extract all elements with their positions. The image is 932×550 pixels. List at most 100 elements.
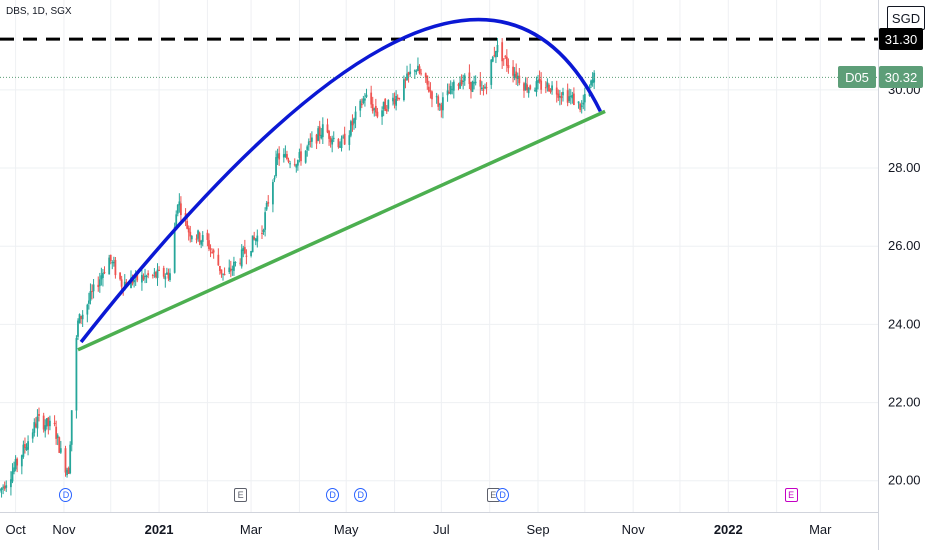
candle xyxy=(38,407,40,422)
x-tick-label: May xyxy=(334,522,359,537)
earnings-marker[interactable]: E xyxy=(784,488,798,502)
candle-body xyxy=(245,255,248,257)
candle-body xyxy=(515,71,518,79)
candle-body xyxy=(317,128,320,141)
candle-body xyxy=(438,104,441,106)
candle-body xyxy=(328,131,330,139)
candle xyxy=(474,75,477,86)
x-tick-label: Sep xyxy=(526,522,549,537)
currency-badge[interactable]: SGD xyxy=(887,6,925,30)
candle-body xyxy=(371,104,374,112)
time-scale[interactable]: Oct Nov 2021 Mar May Jul Sep Nov 2022 Mar xyxy=(5,522,832,537)
candle-body xyxy=(156,269,159,278)
candle-body xyxy=(396,97,399,99)
candle xyxy=(540,72,543,94)
candle-body xyxy=(10,479,12,488)
drawing-overlays xyxy=(0,17,878,352)
candle-body xyxy=(251,235,254,253)
candle xyxy=(53,415,56,427)
candle xyxy=(395,90,398,111)
candle xyxy=(374,98,377,117)
candle-body xyxy=(504,56,507,58)
resistance-price-tag: 31.30 xyxy=(879,28,923,51)
candle xyxy=(296,159,299,171)
dividend-marker[interactable]: D xyxy=(59,488,73,502)
candle xyxy=(385,105,388,114)
candle-body xyxy=(459,82,461,89)
candle xyxy=(549,88,552,94)
candle xyxy=(591,72,594,87)
candle xyxy=(97,276,100,292)
candle xyxy=(555,80,558,103)
candle xyxy=(228,259,231,274)
candle xyxy=(417,57,419,71)
candle xyxy=(11,463,14,484)
candle-body xyxy=(228,267,231,273)
candle xyxy=(427,80,430,93)
candle xyxy=(158,266,160,271)
candle-body xyxy=(142,276,145,280)
candle-body xyxy=(108,257,111,275)
candle xyxy=(518,68,521,86)
ticker-tag: D05 xyxy=(838,66,876,89)
candle xyxy=(544,81,547,94)
candle-body xyxy=(34,423,37,428)
candle xyxy=(459,76,461,89)
candle-body xyxy=(187,227,190,233)
candle xyxy=(55,420,58,445)
candle xyxy=(295,163,298,173)
candle-body xyxy=(14,458,17,470)
candle xyxy=(349,119,352,138)
candle-body xyxy=(239,262,242,264)
candle-body xyxy=(534,90,536,92)
candle-body xyxy=(446,90,449,96)
candle-body xyxy=(272,182,274,205)
candle-body xyxy=(55,426,58,439)
candle-body xyxy=(59,448,62,453)
candle-body xyxy=(20,455,23,467)
candle-body xyxy=(86,304,89,315)
candle xyxy=(33,418,36,437)
dividend-marker[interactable]: D xyxy=(326,488,340,502)
dividend-marker[interactable]: D xyxy=(496,488,510,502)
x-tick-label: Nov xyxy=(52,522,76,537)
candle-body xyxy=(147,273,150,276)
candle-body xyxy=(360,103,363,106)
candle-body xyxy=(273,178,276,180)
candle xyxy=(298,148,301,163)
candle xyxy=(155,271,157,279)
earnings-marker[interactable]: E xyxy=(234,488,248,502)
candle xyxy=(470,81,472,99)
candle-body xyxy=(256,235,259,242)
candle-body xyxy=(342,136,344,138)
candle-body xyxy=(326,124,329,133)
candle xyxy=(507,58,510,74)
x-tick-label: Mar xyxy=(240,522,263,537)
candle-body xyxy=(81,314,84,320)
candle-body xyxy=(337,139,340,148)
candle xyxy=(429,82,432,99)
candle xyxy=(593,70,596,90)
candle xyxy=(165,267,168,275)
candle-body xyxy=(223,274,226,276)
candle-body xyxy=(538,78,541,82)
candle xyxy=(306,144,309,157)
candle-body xyxy=(133,280,136,283)
candle xyxy=(491,55,494,63)
candle-body xyxy=(13,467,15,472)
candle xyxy=(370,85,373,109)
dividend-marker[interactable]: D xyxy=(354,488,368,502)
candle xyxy=(89,283,92,305)
candle-body xyxy=(136,271,139,281)
candle xyxy=(309,133,312,148)
candle-body xyxy=(526,84,529,91)
candle xyxy=(223,267,226,276)
candle xyxy=(22,440,25,459)
candle xyxy=(69,441,72,475)
candle-body xyxy=(340,138,343,149)
candle-body xyxy=(0,489,1,491)
candle xyxy=(538,70,541,84)
candle-body xyxy=(384,99,387,111)
